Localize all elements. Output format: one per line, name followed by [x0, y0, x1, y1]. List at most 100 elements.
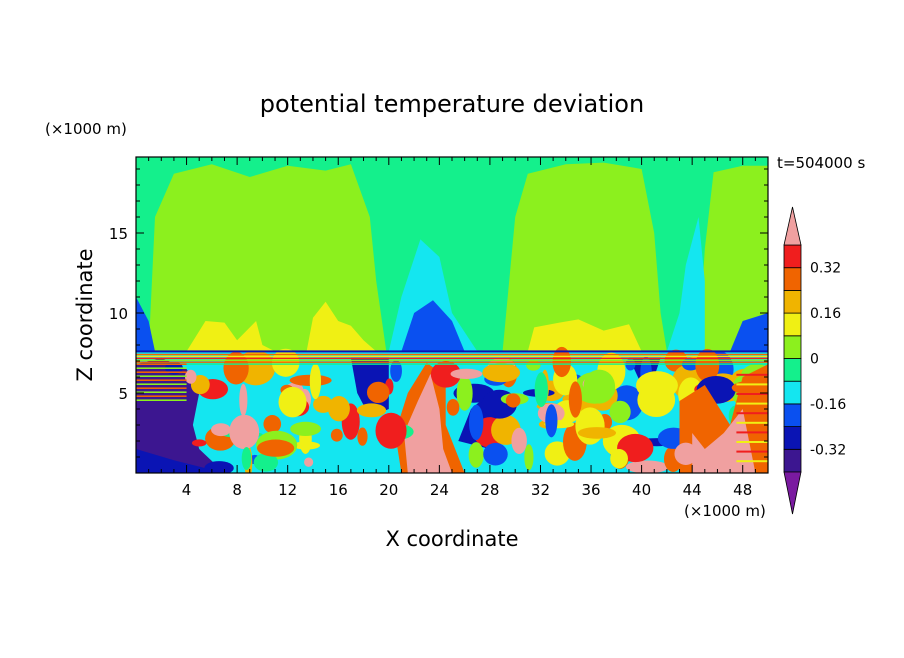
- chart-title: potential temperature deviation: [260, 90, 644, 118]
- colorbar-tick-label: -0.32: [810, 442, 846, 458]
- x-tick-label: 16: [329, 481, 348, 499]
- y-tick-label: 15: [109, 225, 128, 243]
- contour-region: [356, 403, 387, 418]
- tropopause-stripe: [136, 355, 768, 358]
- x-tick-label: 44: [683, 481, 702, 499]
- oscillation-band: [136, 367, 187, 369]
- contour-region: [304, 457, 314, 467]
- colorbar-segment: [783, 335, 802, 359]
- x-tick-label: 8: [232, 481, 242, 499]
- contour-region: [625, 460, 669, 473]
- contour-region: [263, 415, 282, 434]
- oscillation-band: [136, 363, 187, 365]
- contour-region: [610, 448, 628, 469]
- colorbar-tick-label: 0: [810, 352, 819, 368]
- colorbar-bottom-triangle: [783, 471, 802, 515]
- contour-region: [450, 368, 483, 380]
- contour-region: [544, 441, 570, 466]
- upper-core: [186, 321, 275, 352]
- oscillation-band: [136, 399, 187, 401]
- lower-warm-core: [404, 373, 452, 473]
- oscillation-band: [136, 379, 187, 381]
- oscillation-band: [736, 460, 768, 463]
- oscillation-band: [736, 450, 768, 453]
- oscillation-band: [736, 431, 768, 434]
- contour-region: [482, 362, 521, 383]
- upper-trough: [666, 217, 705, 352]
- x-unit-label: (×1000 m): [684, 502, 766, 520]
- colorbar-tick-label: 0.16: [810, 306, 841, 322]
- colorbar-segment: [783, 448, 802, 473]
- oscillation-band: [736, 373, 768, 376]
- x-tick-label: 36: [581, 481, 600, 499]
- upper-dome: [502, 162, 667, 352]
- upper-trough: [401, 300, 465, 352]
- contour-region: [468, 404, 484, 441]
- contour-region: [511, 427, 527, 455]
- lower-purple: [136, 357, 225, 473]
- x-tick-label: 4: [182, 481, 192, 499]
- contour-region: [505, 393, 521, 408]
- colorbar-segment: [783, 267, 802, 291]
- contour-region: [446, 398, 460, 416]
- contour-region: [430, 360, 461, 388]
- x-tick-label: 20: [379, 481, 398, 499]
- y-unit-label: (×1000 m): [45, 120, 127, 138]
- lower-dark-blue: [136, 449, 225, 473]
- x-tick-label: 12: [278, 481, 297, 499]
- contour-region: [568, 381, 582, 418]
- y-axis-title: Z coordinate: [73, 248, 97, 381]
- contour-region: [357, 427, 368, 446]
- contour-region: [253, 453, 279, 472]
- contour-region: [278, 386, 307, 418]
- oscillation-band: [736, 421, 768, 424]
- contour-region: [524, 444, 534, 471]
- oscillation-band: [136, 395, 187, 397]
- contour-region: [290, 421, 321, 437]
- contour-region: [366, 381, 390, 403]
- colorbar-tick-label: -0.16: [810, 397, 846, 413]
- contour-region: [545, 404, 558, 438]
- x-tick-label: 40: [632, 481, 651, 499]
- contour-region: [309, 363, 322, 400]
- tropopause-stripe: [136, 363, 768, 365]
- x-tick-label: 32: [531, 481, 550, 499]
- contour-region: [327, 396, 350, 422]
- oscillation-band: [736, 383, 768, 386]
- contour-region: [674, 442, 698, 465]
- y-tick-label: 5: [118, 385, 128, 403]
- contour-region: [191, 439, 207, 447]
- contour-region: [375, 412, 407, 449]
- contour-region: [483, 442, 508, 466]
- contour-region: [229, 414, 260, 450]
- upper-core: [306, 301, 377, 352]
- time-label: t=504000 s: [777, 154, 865, 172]
- contour-region: [241, 447, 252, 470]
- contour-region: [184, 369, 197, 384]
- tropopause-stripe: [136, 359, 768, 361]
- oscillation-band: [136, 391, 187, 393]
- oscillation-band: [736, 412, 768, 415]
- heatmap-field: [136, 157, 768, 473]
- colorbar-top-triangle: [783, 206, 802, 246]
- upper-dome: [148, 164, 387, 352]
- upper-trough: [730, 313, 768, 352]
- contour-region: [577, 427, 617, 439]
- oscillation-band: [136, 375, 187, 377]
- contour-region: [583, 369, 616, 404]
- contour-region: [330, 428, 343, 442]
- oscillation-band: [736, 441, 768, 443]
- colorbar-segment: [783, 426, 802, 450]
- colorbar-tick-label: 0.32: [810, 261, 841, 277]
- x-axis-title: X coordinate: [385, 527, 518, 551]
- contour-region: [211, 423, 231, 437]
- oscillation-band: [736, 393, 768, 395]
- contour-region: [239, 383, 248, 417]
- contour-region: [257, 439, 295, 457]
- lower-warm-right-core: [692, 409, 756, 473]
- oscillation-band: [736, 402, 768, 405]
- oscillation-band: [136, 371, 187, 373]
